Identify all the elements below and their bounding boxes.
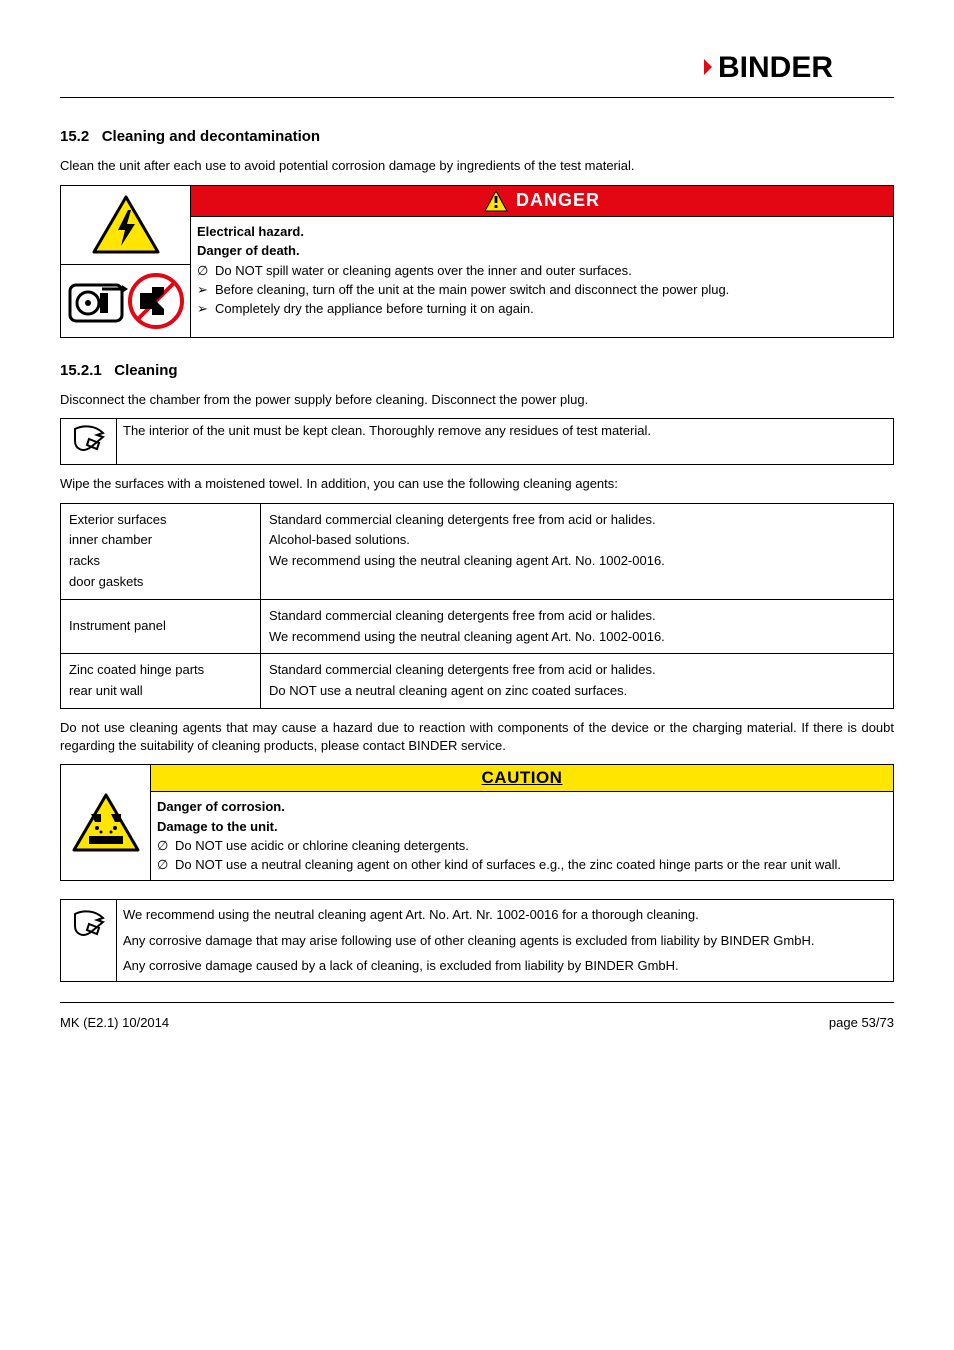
danger-bullet-1: Do NOT spill water or cleaning agents ov… — [215, 263, 887, 279]
intro-text: Clean the unit after each use to avoid p… — [60, 157, 894, 175]
caution-box: CAUTION Danger of corrosion. Damage to t… — [60, 764, 894, 881]
danger-banner: DANGER — [191, 186, 893, 216]
arrow-symbol: ➢ — [197, 282, 215, 298]
caution-line1: Danger of corrosion. — [157, 798, 887, 816]
no-symbol: ∅ — [157, 857, 175, 873]
no-symbol: ∅ — [197, 263, 215, 279]
matrix-r1-val-3: We recommend using the neutral cleaning … — [269, 551, 885, 572]
caution-bullet-1: Do NOT use acidic or chlorine cleaning d… — [175, 838, 887, 854]
divider-top — [60, 97, 894, 98]
matrix-r1-label-4: door gaskets — [69, 572, 252, 593]
brand-logo: BINDER — [60, 50, 894, 89]
divider-bottom — [60, 1002, 894, 1003]
arrow-symbol: ➢ — [197, 301, 215, 317]
caution-line2: Damage to the unit. — [157, 818, 887, 836]
matrix-r3-val-2: Do NOT use a neutral cleaning agent on z… — [269, 681, 885, 702]
matrix-r2-label: Instrument panel — [61, 599, 261, 654]
danger-box: DANGER Electrical hazard. Danger of deat… — [60, 185, 894, 338]
matrix-r1-label-3: racks — [69, 551, 252, 572]
lightning-icon — [91, 194, 161, 256]
matrix-r3-label-2: rear unit wall — [69, 681, 252, 702]
hand-note-icon — [69, 908, 109, 942]
caution-banner: CAUTION — [151, 765, 893, 791]
matrix-r1-label-1: Exterior surfaces — [69, 510, 252, 531]
hand-note-icon — [69, 423, 109, 457]
note-box-1: The interior of the unit must be kept cl… — [60, 418, 894, 465]
danger-bullet-2: Before cleaning, turn off the unit at th… — [215, 282, 887, 298]
section-heading: 15.2 Cleaning and decontamination — [60, 128, 894, 145]
matrix-r1-val-1: Standard commercial cleaning detergents … — [269, 510, 885, 531]
matrix-r1-val-2: Alcohol-based solutions. — [269, 530, 885, 551]
page-footer: MK (E2.1) 10/2014 page 53/73 — [60, 1015, 894, 1030]
danger-line1: Electrical hazard. — [197, 223, 887, 241]
note2-p3: Any corrosive damage caused by a lack of… — [123, 957, 887, 975]
no-symbol: ∅ — [157, 838, 175, 854]
danger-bullet-3: Completely dry the appliance before turn… — [215, 301, 887, 317]
section-number: 15.2 — [60, 128, 89, 145]
footer-left: MK (E2.1) 10/2014 — [60, 1015, 169, 1030]
matrix-r3-val-1: Standard commercial cleaning detergents … — [269, 660, 885, 681]
section-title: Cleaning and decontamination — [102, 128, 320, 145]
matrix-r1-label-2: inner chamber — [69, 530, 252, 551]
note2-p1: We recommend using the neutral cleaning … — [123, 906, 887, 924]
matrix-r2-val-1: Standard commercial cleaning detergents … — [269, 606, 885, 627]
wipe-text: Wipe the surfaces with a moistened towel… — [60, 475, 894, 493]
caution-bullet-2: Do NOT use a neutral cleaning agent on o… — [175, 857, 887, 873]
donot-text: Do not use cleaning agents that may caus… — [60, 719, 894, 754]
note1-text: The interior of the unit must be kept cl… — [117, 419, 894, 465]
note2-p2: Any corrosive damage that may arise foll… — [123, 932, 887, 950]
footer-right: page 53/73 — [829, 1015, 894, 1030]
unplug-icon — [66, 271, 186, 331]
logo-text: BINDER — [718, 51, 833, 84]
subsection-title: Cleaning — [114, 362, 177, 379]
matrix-r2-val-2: We recommend using the neutral cleaning … — [269, 627, 885, 648]
matrix-r3-label-1: Zinc coated hinge parts — [69, 660, 252, 681]
danger-line2: Danger of death. — [197, 242, 887, 260]
corrosion-icon — [71, 792, 141, 854]
subsection-heading: 15.2.1 Cleaning — [60, 362, 894, 379]
subsection-number: 15.2.1 — [60, 362, 102, 379]
note-box-2: We recommend using the neutral cleaning … — [60, 899, 894, 982]
disconnect-text: Disconnect the chamber from the power su… — [60, 391, 894, 409]
cleaning-matrix: Exterior surfaces inner chamber racks do… — [60, 503, 894, 709]
